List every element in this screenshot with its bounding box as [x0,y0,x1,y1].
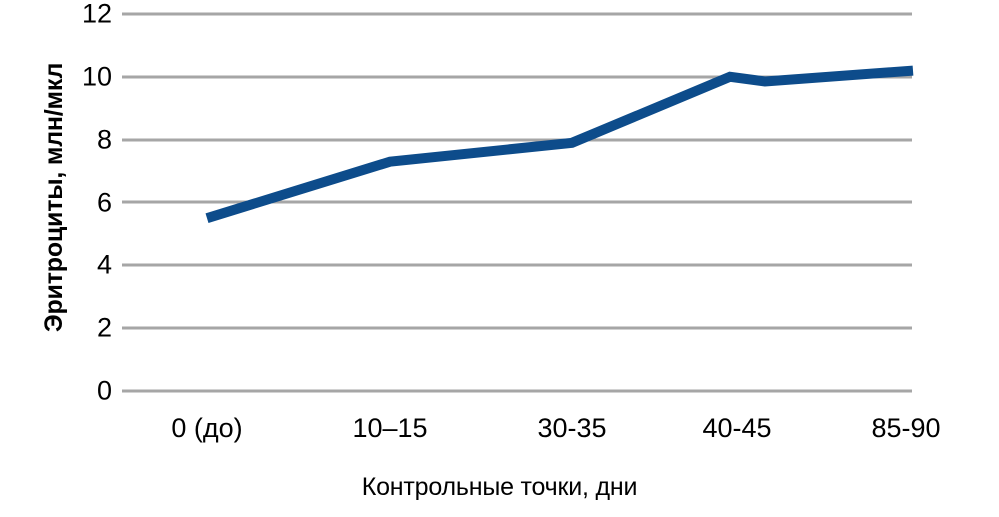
plot-area [122,12,914,393]
gridline-0 [122,389,912,393]
gridline-2 [122,326,912,330]
x-tick-label-4: 85-90 [871,413,941,443]
y-tick-label-4: 4 [96,249,112,280]
gridline-12 [122,12,912,16]
y-axis-tick-labels: 12 10 8 6 4 2 0 [46,0,112,517]
x-tick-label-2: 30-35 [537,413,607,443]
series-polyline [205,65,914,223]
series-line-erythrocytes [205,65,914,223]
gridline-10 [122,75,912,79]
x-axis-tick-labels: 0 (до) 10–15 30-35 40-45 85-90 [0,413,999,453]
x-axis-title: Контрольные точки, дни [361,473,638,501]
x-tick-label-1: 10–15 [352,413,428,443]
gridline-4 [122,263,912,267]
y-tick-label-2: 2 [96,312,112,343]
y-tick-label-12: 12 [81,0,112,29]
x-tick-label-3: 40-45 [702,413,772,443]
y-tick-label-10: 10 [81,61,112,92]
y-tick-label-0: 0 [96,375,112,406]
gridline-6 [122,200,912,204]
y-tick-label-6: 6 [96,187,112,218]
gridline-8 [122,138,912,142]
y-tick-label-8: 8 [96,124,112,155]
x-tick-label-0: 0 (до) [171,413,243,443]
